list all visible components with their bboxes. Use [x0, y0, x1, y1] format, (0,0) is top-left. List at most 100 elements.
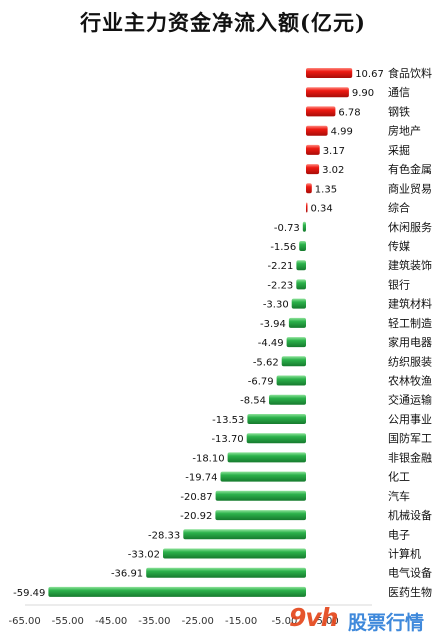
bar-6 [306, 164, 320, 175]
category-label-15: 家用电器 [388, 335, 432, 349]
x-tick-label-8: 5.00 [316, 616, 338, 627]
bar-7 [306, 183, 312, 194]
bar-10 [299, 241, 306, 251]
category-label-1: 食品饮料 [388, 66, 432, 80]
x-tick-label-4: -35.00 [138, 616, 170, 627]
category-label-23: 汽车 [388, 489, 410, 503]
bar-27 [146, 567, 306, 578]
value-label-15: -4.49 [258, 338, 284, 349]
value-label-3: 6.78 [338, 107, 360, 118]
value-label-5: 3.17 [323, 146, 345, 157]
value-label-19: -13.53 [212, 415, 244, 426]
value-label-10: -1.56 [270, 242, 296, 253]
value-label-16: -5.62 [253, 357, 279, 368]
bar-14 [288, 317, 306, 328]
value-label-13: -3.30 [263, 300, 289, 311]
bar-4 [306, 125, 328, 136]
category-label-16: 纺织服装 [388, 354, 432, 368]
value-label-17: -6.79 [248, 377, 274, 388]
value-label-9: -0.73 [274, 223, 300, 234]
bar-19 [247, 414, 306, 424]
x-tick-label-3: -45.00 [95, 616, 127, 627]
category-label-17: 农林牧渔 [388, 374, 432, 388]
bar-9 [302, 221, 306, 232]
value-label-2: 9.90 [352, 88, 374, 99]
bar-26 [163, 548, 306, 559]
value-label-14: -3.94 [260, 319, 286, 330]
x-tick-label-7: -5.00 [271, 616, 297, 627]
bar-17 [276, 375, 306, 386]
value-label-1: 10.67 [355, 69, 384, 80]
category-label-4: 房地产 [388, 124, 421, 138]
value-label-11: -2.21 [268, 261, 294, 272]
category-label-13: 建筑材料 [388, 297, 432, 311]
category-label-21: 非银金融 [388, 450, 432, 464]
value-label-22: -19.74 [185, 473, 217, 484]
bar-23 [215, 490, 306, 501]
category-label-25: 电子 [388, 528, 410, 541]
value-label-8: 0.34 [311, 204, 333, 215]
value-label-7: 1.35 [315, 184, 337, 195]
value-label-23: -20.87 [180, 492, 212, 503]
bar-13 [291, 298, 306, 309]
watermark-logo: 9vh [289, 603, 338, 632]
category-label-6: 有色金属 [388, 162, 432, 176]
category-label-5: 采掘 [388, 143, 410, 157]
x-tick-label-2: -55.00 [52, 616, 84, 627]
value-label-27: -36.91 [111, 569, 143, 580]
watermark-text: 股票行情 [348, 612, 425, 634]
bars-group [48, 68, 353, 597]
bar-8 [306, 202, 308, 213]
x-tick-labels-group: -65.00 -55.00 -45.00 -35.00 -25.00 -15.00 -5.0… [8, 616, 338, 627]
category-label-24: 机械设备 [388, 508, 432, 522]
bar-12 [296, 279, 306, 290]
category-label-22: 化工 [388, 470, 410, 484]
category-label-28: 医药生物 [388, 585, 432, 599]
bar-11 [296, 260, 306, 271]
value-label-6: 3.02 [322, 165, 344, 176]
value-label-25: -28.33 [148, 530, 180, 541]
bar-28 [48, 586, 307, 597]
x-tick-label-1: -65.00 [8, 616, 40, 627]
category-label-2: 通信 [388, 86, 410, 99]
category-label-8: 综合 [388, 201, 410, 215]
category-labels-group: 食品饮料通信钢铁房地产采掘有色金属商业贸易综合休闲服务传媒建筑装饰银行建筑材料轻… [388, 66, 432, 599]
bar-21 [227, 452, 306, 463]
category-label-26: 计算机 [388, 547, 421, 561]
bar-16 [281, 356, 306, 367]
category-label-20: 国防军工 [388, 431, 432, 445]
bar-1 [306, 68, 353, 78]
bar-15 [286, 337, 306, 348]
category-label-10: 传媒 [388, 240, 410, 253]
bar-20 [246, 433, 306, 444]
value-labels-group: 10.67 9.90 6.78 4.99 3.17 3.02 1.35 0.34 -0.73 -1… [13, 69, 384, 599]
bar-18 [269, 394, 306, 405]
bar-3 [306, 106, 336, 117]
x-tick-label-5: -25.00 [182, 616, 214, 627]
category-label-9: 休闲服务 [388, 220, 432, 234]
category-label-18: 交通运输 [388, 393, 432, 407]
value-label-24: -20.92 [180, 511, 212, 522]
value-label-18: -8.54 [240, 396, 266, 407]
x-tick-label-6: -15.00 [225, 616, 257, 627]
value-label-21: -18.10 [192, 453, 224, 464]
category-label-27: 电气设备 [388, 566, 432, 580]
value-label-4: 4.99 [331, 127, 353, 138]
bar-25 [183, 529, 306, 540]
bar-22 [220, 471, 306, 482]
bar-24 [215, 510, 306, 521]
category-label-3: 钢铁 [388, 105, 410, 118]
bar-5 [306, 144, 320, 155]
value-label-12: -2.23 [267, 280, 293, 291]
category-label-19: 公用事业 [388, 413, 432, 426]
category-label-7: 商业贸易 [388, 181, 432, 195]
category-label-12: 银行 [388, 277, 410, 291]
value-label-26: -33.02 [128, 550, 160, 561]
bar-2 [306, 87, 349, 98]
value-label-28: -59.49 [13, 588, 45, 599]
value-label-20: -13.70 [211, 434, 243, 445]
category-label-11: 建筑装饰 [388, 258, 432, 272]
chart-title: 行业主力资金净流入额(亿元) [80, 10, 366, 35]
